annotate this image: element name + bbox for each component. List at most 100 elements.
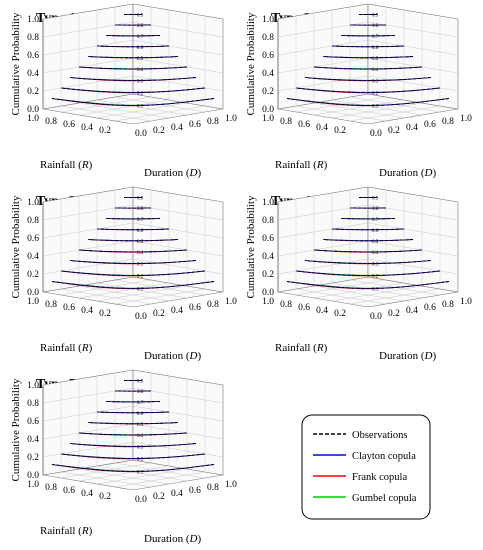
rainfall-axis-label: Rainfall (R)	[40, 159, 93, 171]
rain-tick-label: 1.0	[27, 114, 39, 124]
z-tick-label: 0.8	[262, 216, 274, 226]
floor-grid-r	[313, 99, 405, 116]
duration-tick-label: 0.4	[171, 306, 183, 316]
rainfall-label-close: )	[324, 342, 328, 354]
contour-level-label: 0.3	[372, 263, 379, 268]
rain-tick-label: 0.8	[280, 300, 292, 310]
z-axis-label: Cumulative Probability	[10, 12, 22, 115]
contour-level-label: 0.8	[372, 24, 379, 29]
wall-grid-z	[132, 441, 224, 458]
floor-grid-d	[96, 99, 188, 116]
floor-grid-r	[331, 102, 423, 119]
wall-grid-z	[367, 240, 459, 257]
wall-grid-z	[367, 75, 459, 92]
wall-grid-z	[367, 21, 459, 38]
contour-level-label: 0.6	[372, 229, 379, 234]
rainfall-label-prefix: Rainfall (	[275, 159, 317, 171]
contour-level-label: 0.6	[137, 412, 144, 417]
contour-line	[69, 443, 197, 448]
contour-line	[96, 45, 170, 48]
rain-tick-label: 0.4	[81, 306, 93, 316]
duration-label-close: )	[197, 167, 201, 179]
contour-level-label: 0.3	[137, 263, 144, 268]
contour-level-label: 0.3	[137, 446, 144, 451]
z-axis-label: Cumulative Probability	[10, 378, 22, 481]
duration-axis-label: Duration (D)	[144, 350, 201, 362]
z-axis-label: Cumulative Probability	[245, 195, 257, 298]
contour-level-label: 0.8	[137, 390, 144, 395]
rain-tick-label: 1.0	[27, 297, 39, 307]
rain-tick-label: 0.4	[316, 306, 328, 316]
wall-grid-z	[132, 258, 224, 275]
duration-tick-label: 0.2	[388, 309, 400, 319]
z-tick-label: 1.0	[27, 198, 39, 208]
z-tick-label: 0.4	[27, 435, 39, 445]
contour-level-label: 0.6	[137, 229, 144, 234]
contour-line	[51, 464, 215, 472]
contour-level-label: 0.3	[137, 80, 144, 85]
wall-grid-z	[42, 240, 134, 257]
duration-tick-label: 0.6	[424, 120, 436, 130]
wall-grid-z	[42, 423, 134, 440]
floor-grid-d	[60, 105, 152, 122]
z-tick-label: 0.4	[262, 69, 274, 79]
z-tick-label: 0.8	[27, 216, 39, 226]
rain-tick-label: 0.4	[81, 123, 93, 133]
duration-tick-label: 0.8	[442, 117, 454, 127]
contour-level-label: 0.4	[372, 68, 379, 73]
z-tick-label: 0.4	[27, 252, 39, 262]
legend-label: Clayton copula	[352, 451, 416, 462]
contour-level-label: 0.7	[372, 35, 379, 40]
wall-grid-z	[277, 240, 369, 257]
rainfall-label-var: R	[81, 342, 89, 354]
duration-tick-label: 0.2	[153, 492, 165, 502]
wall-grid-z	[42, 75, 134, 92]
rain-tick-label: 0.4	[316, 123, 328, 133]
duration-tick-label: 0.8	[207, 483, 219, 493]
contour-line	[87, 56, 179, 59]
floor-grid-d	[78, 102, 170, 119]
floor-grid-d	[313, 102, 405, 119]
panel-type-5: Type 50.10.20.30.40.50.60.70.80.90.00.20…	[10, 369, 237, 545]
floor-grid-d	[78, 285, 170, 302]
duration-tick-label: 0.2	[153, 126, 165, 136]
z-tick-label: 0.0	[27, 471, 39, 481]
rainfall-label-prefix: Rainfall (	[40, 525, 82, 537]
contour-line	[304, 77, 432, 82]
rainfall-axis-label: Rainfall (R)	[40, 525, 93, 537]
contour-level-label: 0.2	[137, 92, 144, 97]
floor-grid-r	[349, 105, 441, 122]
duration-tick-label: 0.2	[153, 309, 165, 319]
floor-grid-d	[331, 282, 423, 299]
z-tick-label: 1.0	[27, 381, 39, 391]
z-tick-label: 0.2	[262, 87, 274, 97]
duration-tick-label: 0.0	[135, 129, 147, 139]
duration-label-var: D	[189, 350, 198, 362]
duration-tick-label: 0.4	[171, 489, 183, 499]
z-tick-label: 0.2	[27, 453, 39, 463]
z-tick-label: 0.6	[27, 51, 39, 61]
contour-level-label: 0.8	[137, 207, 144, 212]
panel-type-1: Type 10.10.20.30.40.50.60.70.80.90.00.20…	[10, 3, 237, 179]
duration-label-prefix: Duration (	[379, 167, 425, 179]
z-axis-label: Cumulative Probability	[245, 12, 257, 115]
contour-level-label: 0.5	[372, 240, 379, 245]
wall-grid-z	[132, 240, 224, 257]
contour-line	[286, 98, 450, 106]
duration-label-var: D	[424, 167, 433, 179]
floor-grid-r	[331, 285, 423, 302]
rain-tick-label: 0.8	[45, 483, 57, 493]
contour-line	[295, 270, 441, 277]
contour-line	[69, 77, 197, 82]
contour-level-label: 0.5	[137, 57, 144, 62]
contour-level-label: 0.1	[372, 288, 379, 293]
z-tick-label: 0.2	[27, 270, 39, 280]
contour-line	[87, 239, 179, 242]
rain-tick-label: 0.6	[63, 120, 75, 130]
wall-grid-z	[277, 57, 369, 74]
legend: Observations Clayton copula Frank copula Gu…	[301, 414, 431, 520]
contour-level-label: 0.3	[372, 80, 379, 85]
rainfall-label-var: R	[316, 342, 324, 354]
duration-label-close: )	[197, 350, 201, 362]
